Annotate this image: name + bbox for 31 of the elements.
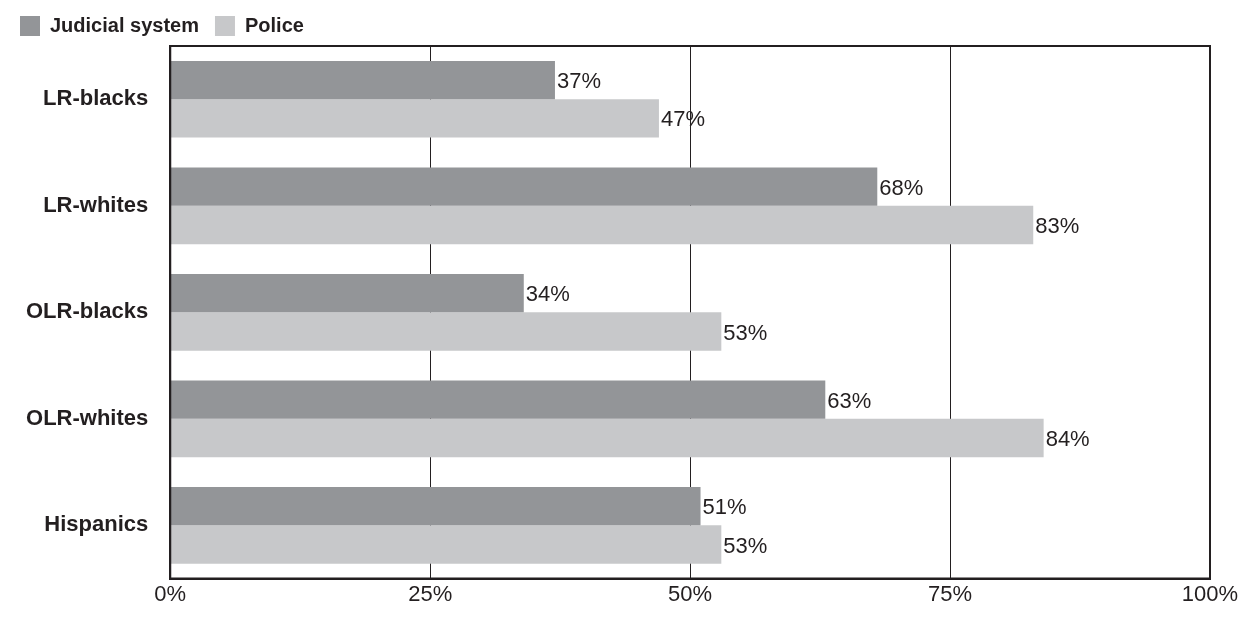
x-tick-label: 50% bbox=[668, 580, 713, 606]
data-label: 83% bbox=[1035, 213, 1080, 239]
x-tick-label: 25% bbox=[408, 580, 453, 606]
bar bbox=[170, 380, 826, 419]
y-tick-label: OLR-blacks bbox=[25, 298, 149, 324]
bar bbox=[170, 312, 722, 351]
bar bbox=[170, 60, 555, 100]
data-label: 63% bbox=[827, 387, 872, 413]
x-tick-label: 100% bbox=[1181, 580, 1239, 606]
data-label: 53% bbox=[723, 532, 768, 558]
bar bbox=[170, 167, 878, 206]
x-tick-label: 75% bbox=[928, 580, 973, 606]
legend-label: Police bbox=[244, 13, 304, 36]
data-label: 68% bbox=[879, 174, 924, 200]
bar bbox=[170, 486, 701, 526]
bar bbox=[170, 273, 524, 313]
bar bbox=[170, 525, 722, 564]
data-label: 53% bbox=[723, 319, 768, 345]
y-tick-label: OLR-whites bbox=[26, 404, 149, 430]
bar bbox=[170, 205, 1034, 245]
data-label: 34% bbox=[525, 281, 570, 307]
y-tick-label: LR-whites bbox=[43, 191, 149, 217]
bar bbox=[170, 418, 1044, 458]
data-label: 84% bbox=[1045, 426, 1090, 452]
legend-label: Judicial system bbox=[50, 13, 199, 36]
y-tick-label: LR-blacks bbox=[43, 85, 149, 111]
data-label: 51% bbox=[702, 494, 747, 520]
y-tick-label: Hispanics bbox=[44, 511, 149, 537]
x-tick-label: 0% bbox=[154, 580, 187, 606]
bar bbox=[170, 99, 659, 138]
data-label: 37% bbox=[556, 68, 602, 94]
